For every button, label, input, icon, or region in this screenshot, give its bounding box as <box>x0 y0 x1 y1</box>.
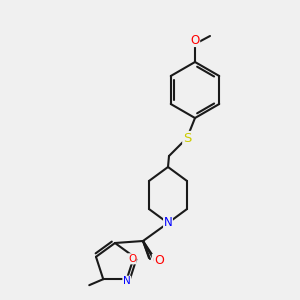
Text: N: N <box>164 217 172 230</box>
Text: S: S <box>183 131 191 145</box>
Text: N: N <box>123 276 130 286</box>
Text: O: O <box>152 254 162 268</box>
Text: O: O <box>190 34 200 46</box>
Text: O: O <box>154 254 164 268</box>
Text: O: O <box>128 254 136 264</box>
